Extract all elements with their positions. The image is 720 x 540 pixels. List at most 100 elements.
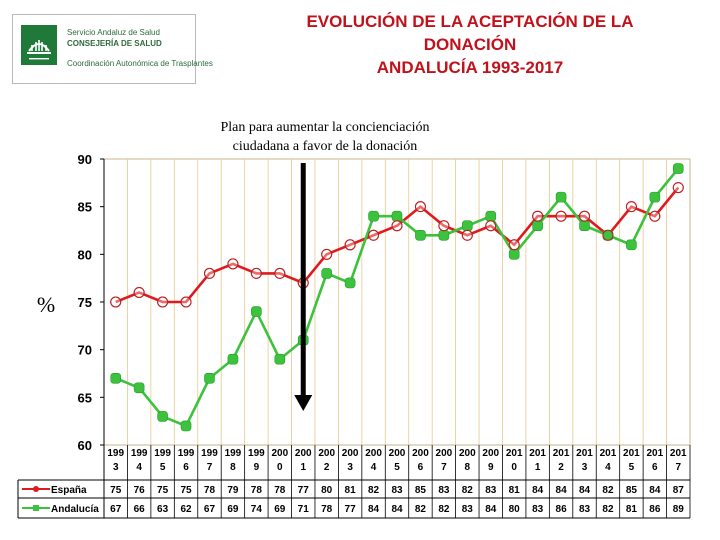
x-tick-label: 199 xyxy=(107,448,124,459)
data-label: 75 xyxy=(157,485,169,496)
x-tick-label: 0 xyxy=(277,462,283,473)
data-label: 83 xyxy=(579,504,591,515)
x-tick-label: 200 xyxy=(482,448,499,459)
y-tick-label: 75 xyxy=(78,295,92,310)
data-point-andalucia xyxy=(579,220,590,232)
logo-line-3: Coordinación Autonómica de Trasplantes xyxy=(67,59,213,68)
data-label: 84 xyxy=(649,485,661,496)
data-point-andalucia xyxy=(110,372,122,384)
data-point-espana xyxy=(579,210,591,222)
data-label: 89 xyxy=(673,504,685,515)
data-label: 62 xyxy=(180,504,192,515)
data-label: 86 xyxy=(556,504,568,515)
x-tick-label: 200 xyxy=(342,448,359,459)
data-point-espana xyxy=(602,229,614,241)
x-tick-label: 4 xyxy=(371,462,377,473)
y-tick-label: 65 xyxy=(78,390,92,405)
data-label: 82 xyxy=(602,504,614,515)
data-label: 67 xyxy=(110,504,122,515)
data-label: 78 xyxy=(321,504,333,515)
data-point-espana xyxy=(203,267,215,279)
data-label: 81 xyxy=(509,485,521,496)
data-point-andalucia xyxy=(368,210,379,222)
data-label: 80 xyxy=(509,504,521,515)
data-point-andalucia xyxy=(133,382,145,394)
data-point-andalucia xyxy=(180,420,192,432)
x-tick-label: 201 xyxy=(553,448,570,459)
title-line-2: DONACIÓN xyxy=(423,35,517,54)
data-point-andalucia xyxy=(274,353,286,365)
x-tick-label: 5 xyxy=(160,462,166,473)
data-point-andalucia xyxy=(438,229,450,241)
y-tick-label: 60 xyxy=(78,438,92,453)
data-point-andalucia xyxy=(227,353,239,365)
x-tick-label: 199 xyxy=(178,448,195,459)
logo-line-1: Servicio Andaluz de Salud xyxy=(67,28,160,37)
data-label: 82 xyxy=(438,504,450,515)
x-tick-label: 201 xyxy=(646,448,663,459)
x-tick-label: 200 xyxy=(412,448,429,459)
data-label: 78 xyxy=(274,485,286,496)
plot-area xyxy=(103,158,691,446)
data-label: 86 xyxy=(649,504,661,515)
x-tick-label: 0 xyxy=(511,462,517,473)
junta-andalucia-shield-icon xyxy=(21,25,57,65)
data-point-espana xyxy=(672,182,684,194)
data-label: 77 xyxy=(298,485,310,496)
x-tick-label: 199 xyxy=(248,448,265,459)
data-point-espana xyxy=(532,210,544,222)
data-label: 82 xyxy=(415,504,427,515)
data-point-espana xyxy=(274,267,286,279)
data-point-espana xyxy=(461,229,473,241)
x-tick-label: 4 xyxy=(605,462,611,473)
x-tick-label: 8 xyxy=(230,462,236,473)
x-tick-label: 199 xyxy=(201,448,218,459)
x-tick-label: 200 xyxy=(459,448,476,459)
data-point-espana xyxy=(508,239,520,251)
y-tick-label: 70 xyxy=(78,343,92,358)
annotation: Plan para aumentar la concienciación ciu… xyxy=(180,118,470,156)
x-tick-label: 200 xyxy=(365,448,382,459)
x-tick-label: 200 xyxy=(436,448,453,459)
data-label: 84 xyxy=(556,485,568,496)
x-tick-label: 201 xyxy=(576,448,593,459)
data-point-andalucia xyxy=(532,220,543,232)
x-tick-label: 200 xyxy=(271,448,288,459)
x-tick-label: 4 xyxy=(136,462,142,473)
data-label: 87 xyxy=(673,485,685,496)
x-tick-label: 7 xyxy=(441,462,447,473)
annotation-line-1: Plan para aumentar la concienciación xyxy=(220,120,430,135)
series-line-espana xyxy=(115,186,680,304)
data-label: 69 xyxy=(274,504,286,515)
data-label: 84 xyxy=(579,485,591,496)
data-label: 83 xyxy=(438,485,450,496)
annotation-line-2: ciudadana a favor de la donación xyxy=(232,139,418,154)
data-point-andalucia xyxy=(649,191,661,203)
x-tick-label: 199 xyxy=(225,448,242,459)
y-axis-label: % xyxy=(37,292,55,317)
x-tick-label: 201 xyxy=(623,448,640,459)
x-tick-label: 3 xyxy=(113,462,119,473)
data-label: 63 xyxy=(157,504,169,515)
data-point-andalucia xyxy=(672,163,684,174)
data-point-andalucia xyxy=(555,191,567,203)
x-tick-label: 200 xyxy=(295,448,312,459)
data-label: 85 xyxy=(415,485,427,496)
data-point-espana xyxy=(485,220,497,232)
title-line-3: ANDALUCÍA 1993-2017 xyxy=(376,58,564,77)
data-label: 79 xyxy=(227,485,239,496)
legend-label: Andalucía xyxy=(51,504,99,515)
x-tick-label: 1 xyxy=(535,462,541,473)
data-label: 77 xyxy=(345,504,357,515)
logo: Servicio Andaluz de Salud CONSEJERÍA DE … xyxy=(12,14,213,84)
data-label: 84 xyxy=(485,504,497,515)
data-point-espana xyxy=(391,220,403,232)
data-label: 82 xyxy=(602,485,614,496)
data-label: 83 xyxy=(462,504,474,515)
data-label: 75 xyxy=(180,485,192,496)
legend-marker xyxy=(33,505,39,511)
x-tick-label: 6 xyxy=(418,462,424,473)
data-point-andalucia xyxy=(204,372,215,384)
data-label: 74 xyxy=(251,504,263,515)
